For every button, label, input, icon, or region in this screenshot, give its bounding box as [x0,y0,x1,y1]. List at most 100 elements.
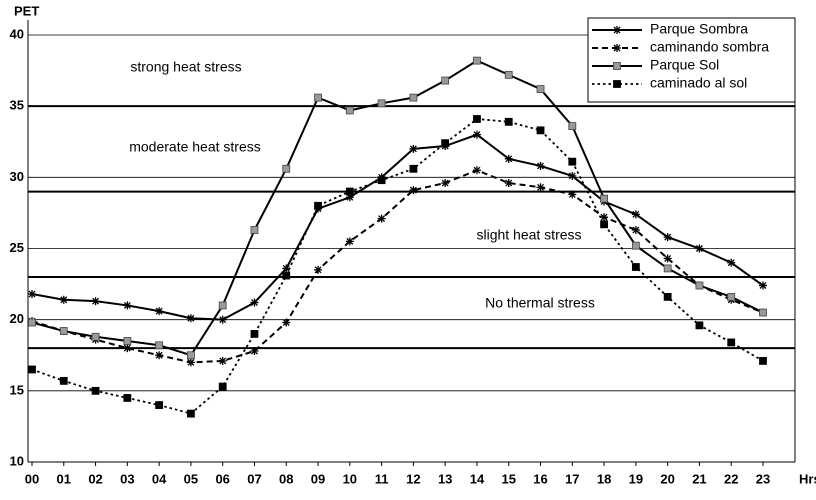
marker [28,290,36,299]
marker [473,115,481,123]
marker [28,365,36,374]
marker [472,166,481,175]
marker [377,176,386,185]
marker [345,237,354,246]
marker [663,233,672,242]
marker [727,338,736,347]
marker [504,117,513,126]
legend-label: Parque Sol [650,57,719,73]
legend-label: Parque Sombra [650,21,748,37]
marker [250,329,259,338]
marker [613,44,621,52]
marker [186,314,195,323]
marker [59,295,68,304]
marker [536,126,545,135]
x-tick-label: 09 [311,471,325,486]
y-tick-label: 10 [10,453,24,468]
marker [663,264,672,273]
marker [536,183,545,192]
series-line [31,133,764,321]
marker [282,264,291,273]
marker [568,122,577,130]
x-tick-label: 14 [470,471,485,486]
x-tick-label: 04 [152,471,167,486]
marker [314,93,322,102]
marker [250,298,259,307]
marker [759,357,767,365]
x-tick-label: 18 [597,471,611,486]
marker [123,337,132,345]
marker [91,297,100,306]
x-tick-label: 15 [502,471,516,486]
marker [663,292,672,301]
x-tick-label: 17 [565,471,579,486]
marker [536,161,545,170]
x-tick-label: 12 [406,471,420,486]
marker [695,281,704,290]
x-tick-label: 22 [724,471,738,486]
marker [345,187,354,196]
marker [473,56,481,65]
marker [536,85,545,93]
marker [155,307,164,316]
marker [600,220,608,229]
marker [441,139,450,148]
legend-label: caminando sombra [650,39,769,55]
marker [568,190,577,199]
x-tick-label: 07 [247,471,261,486]
marker [123,301,132,310]
legend-box [587,17,796,103]
marker [472,130,481,139]
x-tick-label: 11 [375,471,389,486]
x-tick-label: 10 [343,471,357,486]
marker [28,318,36,327]
marker [377,214,386,223]
marker [155,401,164,409]
marker [282,318,291,327]
marker [695,321,704,330]
marker [409,186,418,195]
marker [186,358,195,367]
x-tick-label: 00 [25,471,39,486]
marker [568,157,577,166]
legend-label: caminado al sol [650,75,747,91]
y-tick-label: 15 [10,382,24,397]
x-tick-label: 01 [57,471,71,486]
marker [59,376,68,385]
marker [123,394,132,402]
x-tick-label: 06 [215,471,229,486]
annotation: strong heat stress [130,59,241,75]
x-axis-label: Hrs [799,471,816,486]
marker [282,271,291,280]
marker [91,332,100,341]
marker [504,154,513,163]
x-tick-label: 13 [438,471,452,486]
marker [613,62,621,70]
marker [631,263,640,271]
marker [631,210,640,219]
marker [613,26,621,34]
marker [123,344,132,353]
annotation: moderate heat stress [129,139,261,155]
marker [409,144,418,153]
y-tick-label: 30 [10,169,24,184]
y-tick-label: 40 [10,26,24,41]
x-tick-label: 08 [279,471,293,486]
marker [613,80,621,88]
marker [600,194,608,203]
marker [441,179,450,188]
marker [345,106,354,115]
marker [759,308,767,317]
marker [218,315,227,324]
series-line [31,118,764,415]
x-tick-label: 16 [533,471,547,486]
x-tick-label: 21 [692,471,706,486]
marker [218,301,227,310]
marker [759,281,767,290]
x-tick-label: 23 [756,471,770,486]
y-tick-label: 35 [10,98,24,113]
marker [282,164,291,173]
x-tick-label: 03 [120,471,134,486]
marker [409,164,418,173]
